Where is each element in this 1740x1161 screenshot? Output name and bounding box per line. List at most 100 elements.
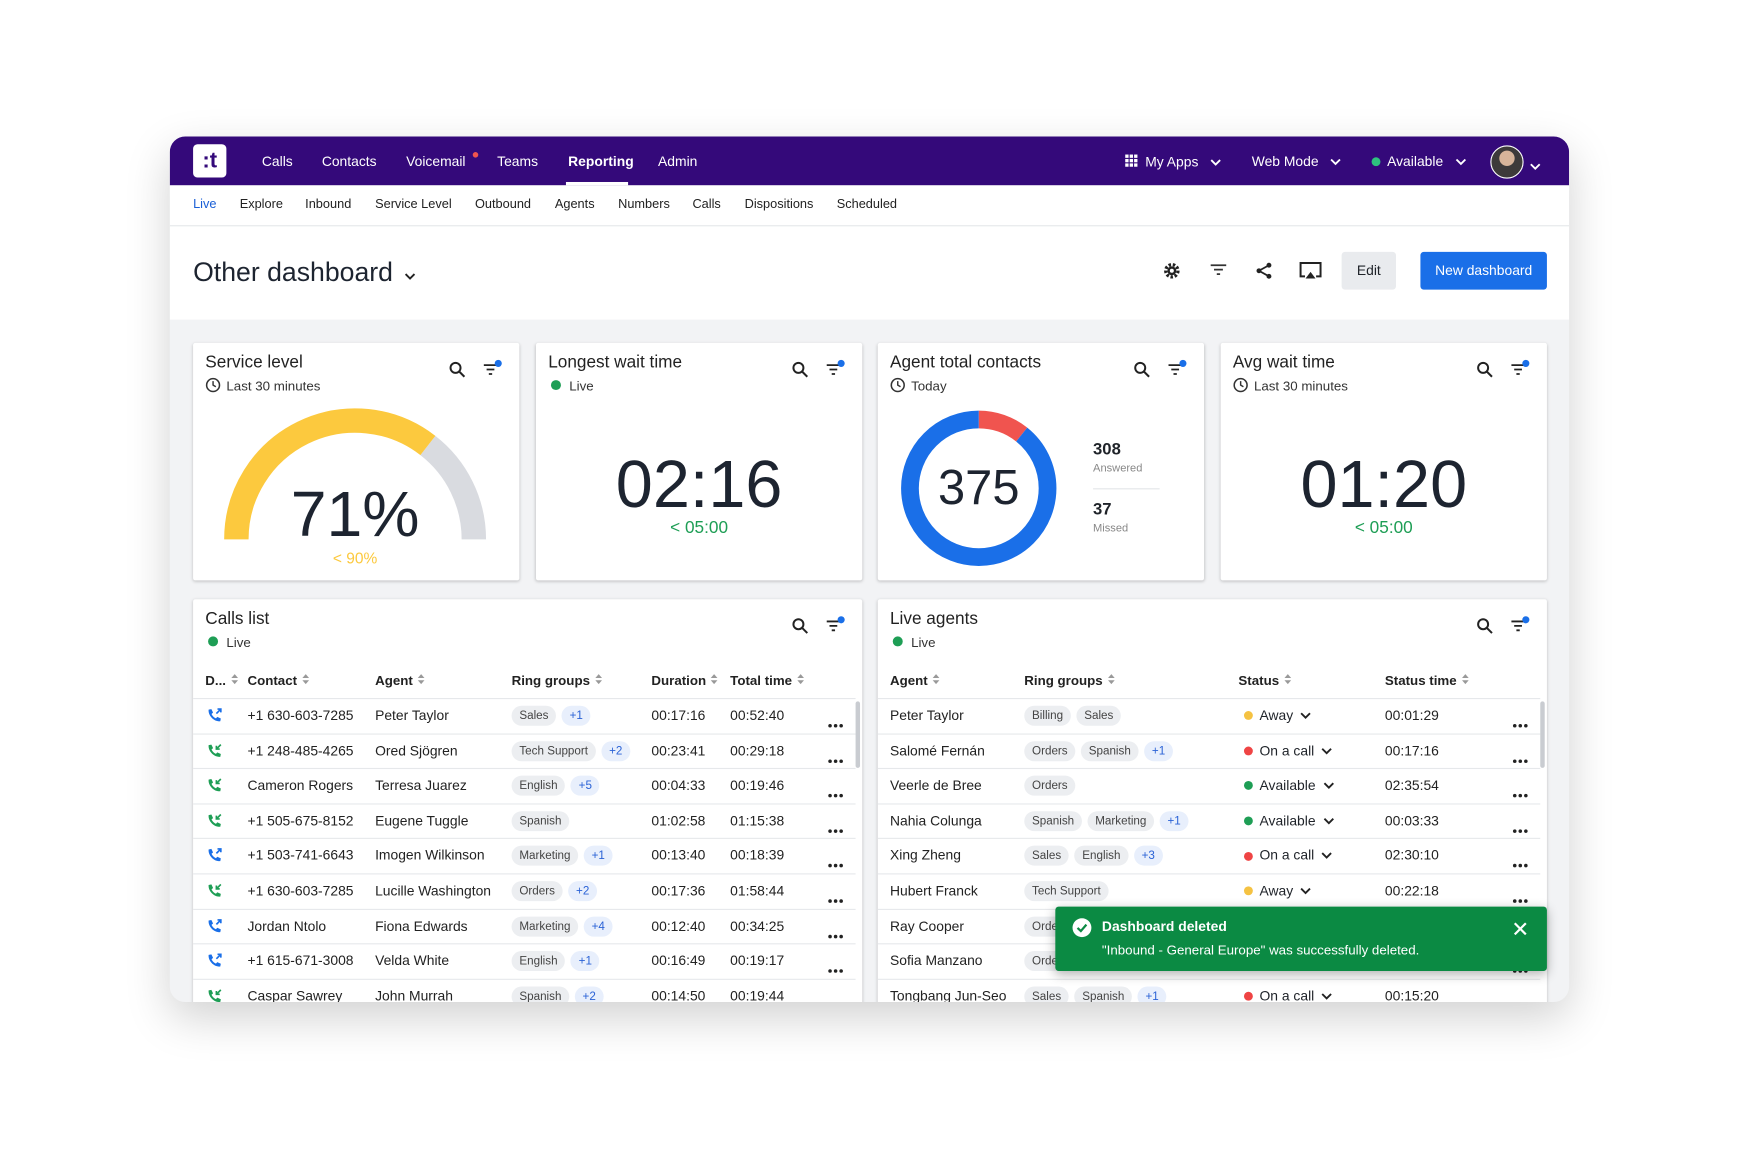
column-header[interactable]: Ring groups: [512, 673, 603, 687]
toast-close[interactable]: [1513, 921, 1529, 942]
chip-more[interactable]: +2: [574, 986, 604, 1003]
column-header[interactable]: D...: [205, 673, 238, 687]
column-header[interactable]: Status: [1238, 673, 1291, 687]
nav-item[interactable]: Contacts: [321, 153, 377, 170]
chip-more[interactable]: +2: [601, 740, 631, 761]
present-button[interactable]: [1298, 261, 1322, 287]
chip-more[interactable]: +5: [570, 775, 600, 796]
tab[interactable]: Outbound: [474, 197, 532, 212]
search-button[interactable]: [791, 617, 809, 640]
search-button[interactable]: [1476, 361, 1494, 384]
agent: Sofia Manzano: [889, 953, 983, 969]
tab[interactable]: Numbers: [618, 197, 670, 212]
row-menu[interactable]: [828, 994, 844, 1002]
top-menu[interactable]: Available: [1371, 155, 1467, 169]
status[interactable]: On a call: [1243, 989, 1333, 1002]
tab[interactable]: Calls: [692, 197, 721, 212]
status[interactable]: Away: [1243, 709, 1312, 723]
icon-part: [1323, 782, 1334, 790]
filter-button[interactable]: [483, 359, 503, 383]
chip-more[interactable]: +3: [1133, 846, 1163, 866]
row-menu[interactable]: [828, 854, 844, 874]
status[interactable]: On a call: [1243, 849, 1333, 863]
status-text: Away: [1259, 883, 1294, 899]
icon-part: [1512, 723, 1528, 728]
nav-item[interactable]: Voicemail: [406, 153, 466, 170]
tab[interactable]: Agents: [554, 197, 595, 212]
filter-button[interactable]: [826, 616, 846, 639]
edit-button[interactable]: Edit: [1341, 251, 1397, 290]
tab[interactable]: Scheduled: [836, 197, 898, 212]
metric-target: < 05:00: [1354, 518, 1413, 538]
icon-part: [1321, 852, 1333, 860]
row-menu[interactable]: [828, 784, 844, 804]
chip-more[interactable]: +1: [1144, 740, 1173, 761]
chip-more[interactable]: +4: [583, 916, 613, 937]
tab[interactable]: Live: [193, 197, 217, 212]
icon-part: [208, 883, 222, 897]
row-menu[interactable]: [828, 714, 844, 734]
column-label: Agent: [375, 672, 413, 689]
duration: 00:04:33: [651, 777, 706, 794]
top-menu[interactable]: My Apps: [1124, 153, 1222, 170]
column-header[interactable]: Status time: [1385, 673, 1469, 687]
tab[interactable]: Dispositions: [744, 197, 814, 212]
column-header[interactable]: Agent: [890, 673, 940, 687]
search-button[interactable]: [1476, 617, 1494, 640]
search-button[interactable]: [448, 361, 466, 384]
top-menu[interactable]: Web Mode: [1252, 155, 1342, 169]
row-menu[interactable]: [1512, 889, 1529, 909]
status[interactable]: Available: [1243, 779, 1334, 793]
row-menu[interactable]: [828, 889, 844, 909]
column-header[interactable]: Contact: [247, 673, 309, 687]
chip-more[interactable]: +1: [570, 951, 600, 972]
icon-part: [1107, 674, 1115, 679]
row-menu[interactable]: [1512, 784, 1529, 804]
filter-button[interactable]: [1510, 616, 1530, 639]
column-header[interactable]: Duration: [651, 673, 718, 687]
column-header[interactable]: Total time: [730, 673, 804, 687]
tab[interactable]: Service Level: [375, 197, 452, 212]
row-menu[interactable]: [1512, 714, 1529, 734]
apps-icon: [1124, 153, 1138, 170]
status[interactable]: On a call: [1243, 744, 1333, 758]
dashboard-title[interactable]: Other dashboard: [193, 259, 416, 287]
settings-button[interactable]: [1162, 261, 1182, 287]
avatar[interactable]: [1490, 145, 1524, 179]
row-menu[interactable]: [1512, 819, 1529, 839]
search-button[interactable]: [1133, 361, 1151, 384]
filter-button[interactable]: [1510, 359, 1530, 383]
column-header[interactable]: Agent: [375, 673, 425, 687]
tab[interactable]: Explore: [239, 197, 283, 212]
status[interactable]: Away: [1243, 883, 1312, 899]
filter-button[interactable]: [826, 359, 846, 383]
share-button[interactable]: [1254, 261, 1274, 287]
search-button[interactable]: [791, 361, 809, 384]
nav-item[interactable]: Teams: [497, 153, 539, 170]
row-menu[interactable]: [1512, 854, 1529, 874]
tab[interactable]: Inbound: [305, 197, 352, 212]
filter-button[interactable]: [1167, 359, 1187, 383]
row-menu[interactable]: [828, 959, 844, 979]
column-header[interactable]: Ring groups: [1024, 673, 1115, 687]
icon-part: [1210, 264, 1227, 275]
filter-button[interactable]: [1208, 261, 1228, 284]
nav-item[interactable]: Calls: [261, 153, 293, 170]
chip: English: [511, 775, 566, 796]
row-menu[interactable]: [1512, 749, 1529, 769]
status[interactable]: Available: [1243, 814, 1334, 828]
chip-more[interactable]: +1: [561, 705, 591, 726]
row-menu[interactable]: [1513, 994, 1529, 1002]
chip-more[interactable]: +2: [568, 881, 598, 902]
row-menu[interactable]: [828, 749, 844, 769]
chip-more[interactable]: +1: [1137, 986, 1167, 1003]
nav-item[interactable]: Reporting: [568, 153, 634, 170]
row-menu[interactable]: [828, 924, 844, 944]
chip-more[interactable]: +1: [1159, 810, 1189, 831]
row-menu[interactable]: [828, 819, 844, 839]
new-dashboard-button[interactable]: New dashboard: [1420, 251, 1547, 290]
nav-item[interactable]: Admin: [658, 153, 698, 170]
icon-part: [892, 636, 903, 647]
chip-more[interactable]: +1: [583, 846, 613, 866]
status-dot: [1243, 781, 1253, 791]
